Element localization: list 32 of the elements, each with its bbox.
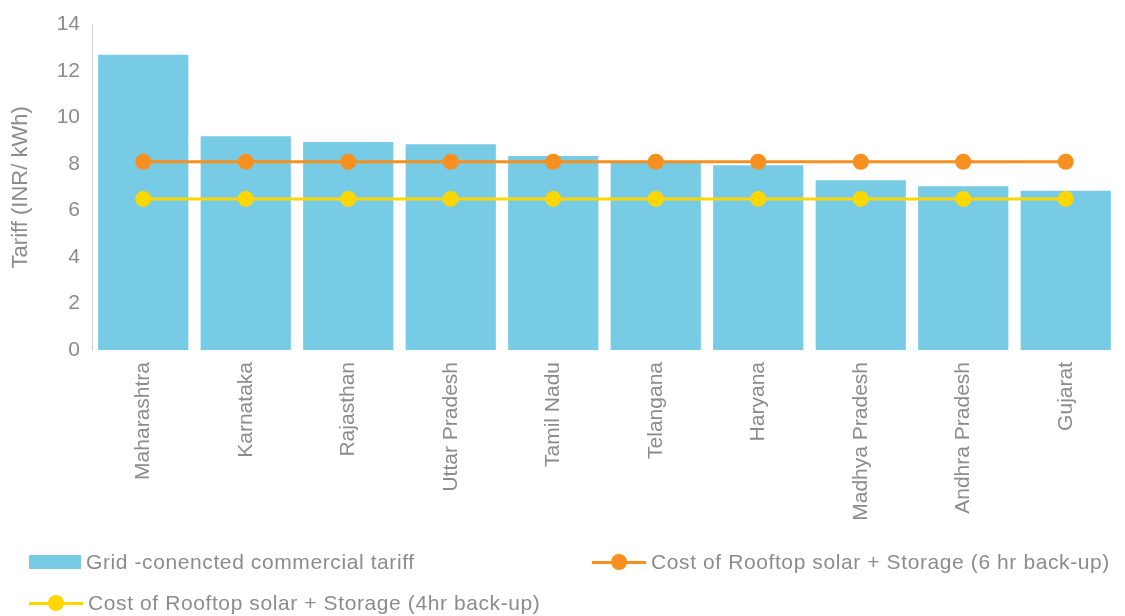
y-tick-label: 12	[56, 57, 80, 81]
x-tick-label: Andhra Pradesh	[950, 362, 974, 514]
y-tick-label: 0	[68, 336, 80, 360]
bar	[405, 144, 496, 350]
y-tick-label: 8	[68, 150, 80, 174]
bar	[508, 155, 599, 350]
x-tick-label: Uttar Pradesh	[437, 362, 461, 492]
x-tick-label: Telangana	[642, 361, 666, 459]
y-tick-label: 4	[68, 243, 81, 267]
x-tick-label: Haryana	[745, 361, 769, 442]
y-tick-label: 10	[56, 104, 80, 128]
bar	[610, 162, 701, 350]
bar	[303, 141, 394, 350]
bar	[98, 54, 189, 350]
y-tick-label: 6	[68, 197, 80, 221]
bar	[713, 165, 804, 350]
bar	[815, 180, 906, 350]
bar	[1020, 190, 1111, 350]
x-tick-label: Maharashtra	[130, 361, 154, 480]
bar	[918, 186, 1009, 350]
bar	[200, 136, 291, 350]
x-tick-label: Rajasthan	[335, 362, 359, 457]
x-tick-label: Tamil Nadu	[540, 362, 564, 468]
x-tick-label: Gujarat	[1052, 361, 1076, 431]
legend-label: Cost of Rooftop solar + Storage (6 hr back-up)	[651, 550, 1110, 574]
legend-label: Cost of Rooftop solar + Storage (4hr back-up)	[88, 591, 541, 615]
y-tick-label: 2	[68, 290, 80, 314]
x-tick-label: Madhya Pradesh	[847, 362, 871, 521]
y-axis-title: Tariff (INR/ kWh)	[7, 106, 33, 269]
y-tick-label: 14	[56, 11, 81, 35]
legend-label: Grid -conencted commercial tariff	[86, 550, 415, 574]
x-tick-label: Karnataka	[232, 361, 256, 458]
